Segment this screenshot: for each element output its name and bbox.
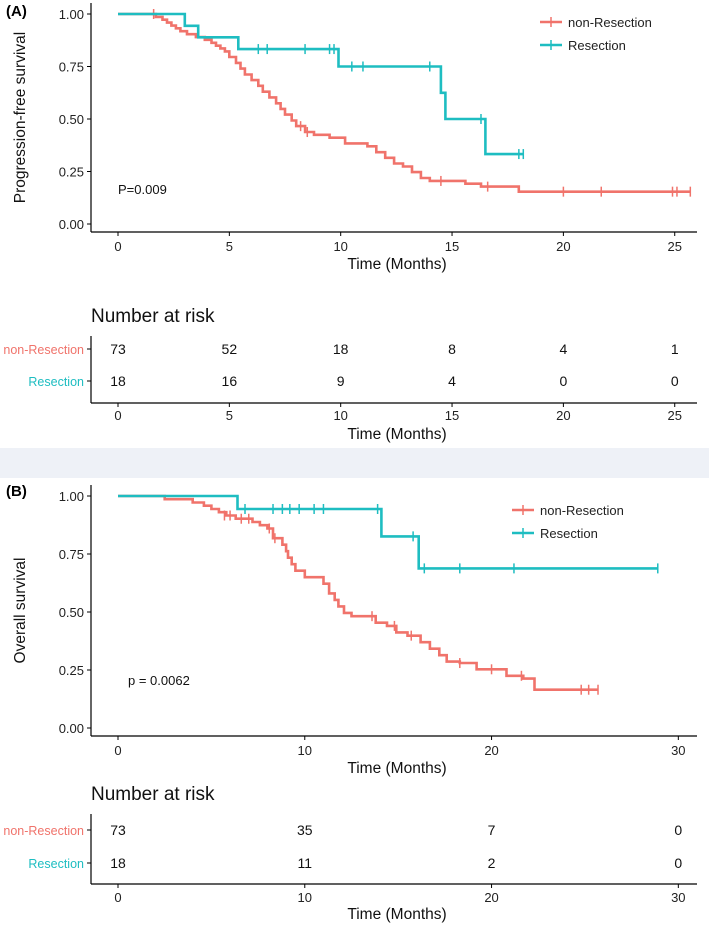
chart-a-risk-xtick-label: 10	[333, 408, 347, 423]
chart-a-risk-xlabel: Time (Months)	[347, 426, 446, 443]
chart-b-risk-xtick-label: 0	[114, 890, 121, 905]
chart-a-risk-value: 4	[559, 341, 567, 357]
chart-a-legend-label: Resection	[568, 38, 626, 53]
chart-b-ytick-label: 0.75	[59, 547, 84, 562]
chart-b-ytick-label: 0.25	[59, 663, 84, 678]
chart-a-ytick-label: 0.00	[59, 217, 84, 232]
chart-b-risk-value: 7	[488, 822, 496, 838]
chart-b-risk-xtick-label: 10	[298, 890, 312, 905]
chart-a-ytick-label: 1.00	[59, 7, 84, 22]
chart-a-risk-xtick-label: 15	[445, 408, 459, 423]
chart-b-legend-label: Resection	[540, 526, 598, 541]
chart-b-risk-xtick-label: 30	[671, 890, 685, 905]
chart-a-panel-label: (A)	[6, 3, 27, 20]
chart-a-xlabel: Time (Months)	[347, 256, 446, 273]
panel-separator	[0, 448, 709, 478]
chart-b-ylabel: Overall survival	[12, 558, 29, 664]
chart-b-pvalue: p = 0.0062	[128, 673, 190, 688]
chart-a-risk-row-label: non-Resection	[3, 343, 84, 357]
chart-b-legend-label: non-Resection	[540, 503, 624, 518]
chart-b-risk-value: 2	[488, 855, 496, 871]
chart-a-pvalue: P=0.009	[118, 182, 167, 197]
chart-a-xtick-label: 10	[333, 239, 347, 254]
chart-b-ytick-label: 0.50	[59, 605, 84, 620]
chart-a-xtick-label: 15	[445, 239, 459, 254]
chart-b-risk-value: 0	[674, 855, 682, 871]
chart-b-xtick-label: 0	[114, 743, 121, 758]
chart-b-risk-value: 73	[110, 822, 126, 838]
chart-a-xtick-label: 20	[556, 239, 570, 254]
chart-a-risk-value: 18	[333, 341, 349, 357]
chart-b-xtick-label: 20	[484, 743, 498, 758]
chart-a-risk-value: 0	[671, 373, 679, 389]
chart-a-ytick-label: 0.25	[59, 165, 84, 180]
chart-a-risk-value: 73	[110, 341, 126, 357]
chart-a-ytick-label: 0.75	[59, 60, 84, 75]
chart-b-xtick-label: 10	[298, 743, 312, 758]
chart-a-risk-value: 9	[337, 373, 345, 389]
chart-b-risk-xtick-label: 20	[484, 890, 498, 905]
chart-b-risk-value: 18	[110, 855, 126, 871]
chart-b-risk-row-label: Resection	[28, 857, 84, 871]
chart-a-ylabel: Progression-free survival	[12, 32, 29, 203]
chart-a-risk-row-label: Resection	[28, 375, 84, 389]
chart-a-risk-xtick-label: 5	[226, 408, 233, 423]
chart-b-line-resection	[118, 494, 658, 570]
chart-a-risk-value: 8	[448, 341, 456, 357]
chart-a-risk-value: 16	[222, 373, 238, 389]
chart-a-risk-xtick-label: 0	[114, 408, 121, 423]
chart-a-line-non-resection	[118, 12, 691, 193]
chart-a-xtick-label: 5	[226, 239, 233, 254]
chart-b-ytick-label: 0.00	[59, 721, 84, 736]
chart-a-risk-xtick-label: 25	[667, 408, 681, 423]
chart-a-risk-xtick-label: 20	[556, 408, 570, 423]
chart-a-risk-title: Number at risk	[91, 306, 215, 327]
chart-b-xlabel: Time (Months)	[347, 760, 446, 777]
chart-b-xtick-label: 30	[671, 743, 685, 758]
chart-a-risk-value: 4	[448, 373, 456, 389]
chart-a-xtick-label: 0	[114, 239, 121, 254]
chart-a-ytick-label: 0.50	[59, 112, 84, 127]
chart-b-risk-title: Number at risk	[91, 784, 215, 805]
chart-b-panel-label: (B)	[6, 483, 27, 500]
chart-a-risk-value: 52	[222, 341, 238, 357]
chart-a-risk-value: 1	[671, 341, 679, 357]
chart-b-risk-value: 0	[674, 822, 682, 838]
chart-b-ytick-label: 1.00	[59, 489, 84, 504]
chart-b-risk-value: 11	[298, 855, 313, 871]
chart-b-line-non-resection	[118, 494, 598, 692]
chart-a-risk-value: 18	[110, 373, 126, 389]
chart-b-risk-xlabel: Time (Months)	[347, 906, 446, 923]
chart-b-risk-row-label: non-Resection	[3, 824, 84, 838]
chart-b-risk-value: 35	[297, 822, 313, 838]
chart-a-line-resection	[118, 12, 524, 156]
chart-a-legend-label: non-Resection	[568, 15, 652, 30]
chart-a-risk-value: 0	[559, 373, 567, 389]
chart-a-xtick-label: 25	[667, 239, 681, 254]
